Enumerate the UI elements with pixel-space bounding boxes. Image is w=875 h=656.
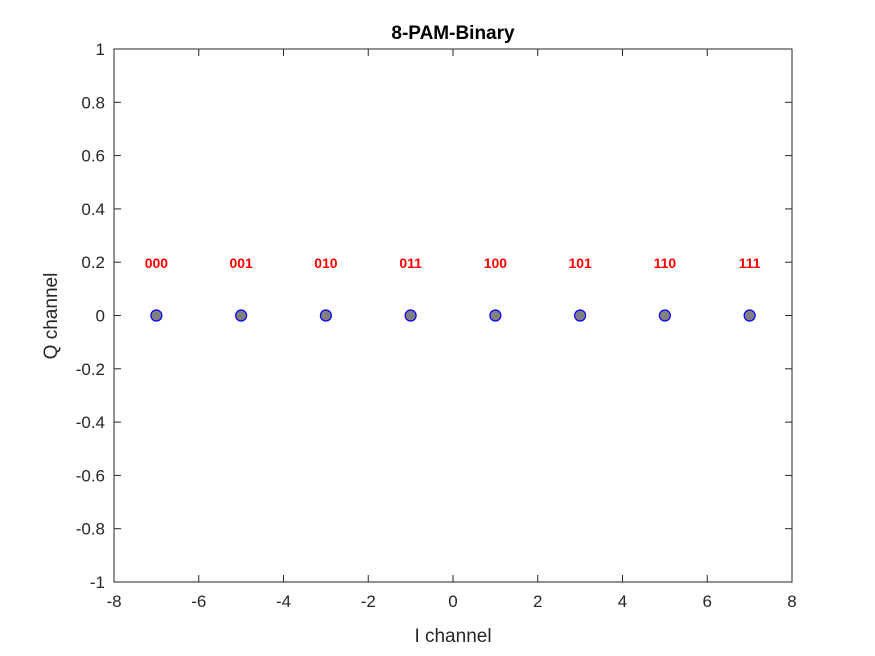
y-tick-label: -0.4 (76, 413, 105, 432)
y-axis-title: Q channel (41, 273, 62, 360)
y-tick-labels: -1 -0.8 -0.6 -0.4 -0.2 0 0.2 0.4 0.6 0.8 1 (76, 40, 105, 592)
x-tick-label: -4 (276, 592, 291, 611)
plot-area (113, 48, 793, 583)
data-point-marker (574, 309, 587, 322)
data-point-label: 001 (229, 255, 253, 271)
x-tick-label: 0 (448, 592, 457, 611)
data-point-label: 110 (654, 255, 677, 271)
x-tick-label: -8 (106, 592, 121, 611)
y-tick-label: 0.4 (81, 200, 105, 219)
x-tick-label: 2 (533, 592, 542, 611)
chart-title: 8-PAM-Binary (391, 23, 515, 44)
data-point-label: 100 (484, 255, 508, 271)
x-tick-labels: -8 -6 -4 -2 0 2 4 6 8 (106, 592, 796, 611)
axis-ticks (113, 48, 793, 583)
data-point-label: 000 (145, 255, 169, 271)
data-point-marker (235, 309, 248, 322)
y-tick-label: 0.2 (81, 253, 105, 272)
data-point-marker (404, 309, 417, 322)
data-point-label: 010 (314, 255, 338, 271)
data-point-marker (489, 309, 502, 322)
y-tick-label: 0.6 (81, 147, 105, 166)
y-tick-label: -0.8 (76, 520, 105, 539)
y-tick-label: 0.8 (81, 93, 105, 112)
point-labels: 000 001 010 011 100 101 110 111 (145, 255, 761, 271)
data-point-label: 101 (568, 255, 592, 271)
x-tick-label: 6 (703, 592, 712, 611)
y-tick-label: 1 (96, 40, 105, 59)
x-tick-label: 8 (787, 592, 796, 611)
data-markers (150, 309, 756, 322)
data-point-marker (319, 309, 332, 322)
data-point-marker (658, 309, 671, 322)
y-tick-label: 0 (96, 307, 105, 326)
x-axis-title: I channel (414, 626, 491, 647)
y-tick-label: -0.6 (76, 466, 105, 485)
x-tick-label: -2 (361, 592, 376, 611)
x-tick-label: 4 (618, 592, 627, 611)
y-tick-label: -0.2 (76, 360, 105, 379)
data-point-marker (150, 309, 163, 322)
x-tick-label: -6 (191, 592, 206, 611)
data-point-marker (743, 309, 756, 322)
y-tick-label: -1 (90, 573, 105, 592)
data-point-label: 011 (399, 255, 422, 271)
data-point-label: 111 (739, 255, 761, 271)
